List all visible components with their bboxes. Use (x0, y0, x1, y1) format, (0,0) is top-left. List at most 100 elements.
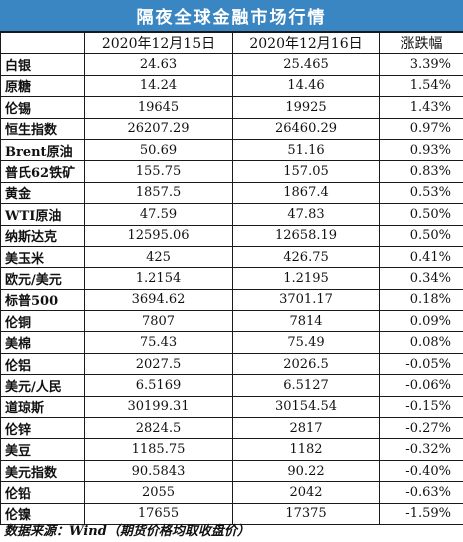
row-name: 伦铅 (0, 481, 85, 504)
table-row: WTI原油 47.59 47.83 0.50% (0, 203, 463, 226)
row-change: 1.43% (379, 96, 463, 119)
row-value-d16: 30154.54 (232, 395, 380, 419)
row-value-d16: 26460.29 (232, 117, 380, 140)
row-change: 0.97% (379, 117, 463, 140)
row-name: Brent原油 (0, 138, 85, 162)
row-value-d16: 51.16 (232, 138, 380, 162)
row-value-d15: 1857.5 (84, 181, 233, 205)
row-value-d15: 155.75 (84, 160, 233, 183)
row-value-d15: 2027.5 (84, 352, 233, 376)
row-value-d15: 425 (84, 245, 233, 269)
row-change: 0.83% (379, 160, 463, 183)
row-change: -1.59% (379, 502, 463, 525)
row-value-d16: 157.05 (232, 160, 380, 183)
row-change: -0.15% (379, 395, 463, 419)
row-value-d15: 75.43 (84, 331, 233, 354)
row-name: 黄金 (0, 181, 85, 205)
row-name: 恒生指数 (0, 117, 85, 140)
row-change: 0.53% (379, 181, 463, 205)
header-change: 涨跌幅 (379, 31, 463, 55)
row-value-d15: 19645 (84, 96, 233, 119)
table-row: 伦锡 19645 19925 1.43% (0, 96, 463, 119)
row-name: 美豆 (0, 438, 85, 461)
table-row: 美玉米 425 426.75 0.41% (0, 245, 463, 269)
row-name: 伦镍 (0, 502, 85, 525)
page-title: 隔夜全球金融市场行情 (0, 0, 463, 32)
table-row: 欧元/美元 1.2154 1.2195 0.34% (0, 267, 463, 290)
row-name: 纳斯达克 (0, 224, 85, 247)
row-name: 白银 (0, 53, 85, 76)
row-value-d15: 1.2154 (84, 267, 233, 290)
market-table: 2020年12月15日 2020年12月16日 涨跌幅 白银 24.63 25.46… (0, 31, 463, 525)
row-value-d15: 24.63 (84, 53, 233, 76)
row-value-d16: 2817 (232, 417, 380, 440)
row-value-d15: 30199.31 (84, 395, 233, 419)
table-row: 伦锌 2824.5 2817 -0.27% (0, 417, 463, 440)
table-row: 伦镍 17655 17375 -1.59% (0, 502, 463, 525)
row-name: 伦锌 (0, 417, 85, 440)
row-value-d15: 50.69 (84, 138, 233, 162)
row-name: WTI原油 (0, 203, 85, 226)
table-row: 道琼斯 30199.31 30154.54 -0.15% (0, 395, 463, 419)
header-name (0, 31, 85, 55)
row-change: 0.09% (379, 310, 463, 333)
table-header-row: 2020年12月15日 2020年12月16日 涨跌幅 (0, 31, 463, 55)
row-name: 道琼斯 (0, 395, 85, 419)
row-name: 伦铜 (0, 310, 85, 333)
row-change: -0.32% (379, 438, 463, 461)
row-value-d16: 7814 (232, 310, 380, 333)
row-value-d15: 90.5843 (84, 459, 233, 483)
row-value-d15: 3694.62 (84, 288, 233, 312)
table-row: 纳斯达克 12595.06 12658.19 0.50% (0, 224, 463, 247)
row-value-d16: 47.83 (232, 203, 380, 226)
table-row: 黄金 1857.5 1867.4 0.53% (0, 181, 463, 205)
row-change: -0.05% (379, 352, 463, 376)
row-name: 标普500 (0, 288, 85, 312)
table-row: 美棉 75.43 75.49 0.08% (0, 331, 463, 354)
table-row: 恒生指数 26207.29 26460.29 0.97% (0, 117, 463, 140)
row-name: 美棉 (0, 331, 85, 354)
table-row: 美元/人民 6.5169 6.5127 -0.06% (0, 374, 463, 397)
row-value-d15: 7807 (84, 310, 233, 333)
table-row: 普氏62铁矿 155.75 157.05 0.83% (0, 160, 463, 183)
row-value-d16: 12658.19 (232, 224, 380, 247)
row-value-d16: 3701.17 (232, 288, 380, 312)
row-change: -0.40% (379, 459, 463, 483)
table-row: 白银 24.63 25.465 3.39% (0, 53, 463, 76)
row-value-d16: 75.49 (232, 331, 380, 354)
table-row: 美豆 1185.75 1182 -0.32% (0, 438, 463, 461)
header-date-16: 2020年12月16日 (232, 31, 380, 55)
header-date-15: 2020年12月15日 (84, 31, 233, 55)
row-change: 0.08% (379, 331, 463, 354)
row-change: 1.54% (379, 74, 463, 98)
row-change: 0.50% (379, 203, 463, 226)
row-name: 美元指数 (0, 459, 85, 483)
row-value-d15: 6.5169 (84, 374, 233, 397)
row-value-d16: 2042 (232, 481, 380, 504)
row-value-d16: 426.75 (232, 245, 380, 269)
row-value-d15: 26207.29 (84, 117, 233, 140)
row-change: 0.41% (379, 245, 463, 269)
row-change: 0.18% (379, 288, 463, 312)
row-value-d16: 19925 (232, 96, 380, 119)
row-change: -0.06% (379, 374, 463, 397)
table-row: 标普500 3694.62 3701.17 0.18% (0, 288, 463, 312)
row-value-d16: 1.2195 (232, 267, 380, 290)
table-row: 伦铜 7807 7814 0.09% (0, 310, 463, 333)
row-value-d16: 1867.4 (232, 181, 380, 205)
row-name: 伦锡 (0, 96, 85, 119)
row-name: 普氏62铁矿 (0, 160, 85, 183)
row-value-d16: 2026.5 (232, 352, 380, 376)
table-row: 原糖 14.24 14.46 1.54% (0, 74, 463, 98)
row-name: 伦铝 (0, 352, 85, 376)
table-row: 伦铅 2055 2042 -0.63% (0, 481, 463, 504)
row-value-d15: 47.59 (84, 203, 233, 226)
row-name: 原糖 (0, 74, 85, 98)
row-name: 欧元/美元 (0, 267, 85, 290)
row-name: 美玉米 (0, 245, 85, 269)
row-value-d16: 17375 (232, 502, 380, 525)
row-value-d16: 14.46 (232, 74, 380, 98)
row-change: 0.50% (379, 224, 463, 247)
row-change: -0.27% (379, 417, 463, 440)
